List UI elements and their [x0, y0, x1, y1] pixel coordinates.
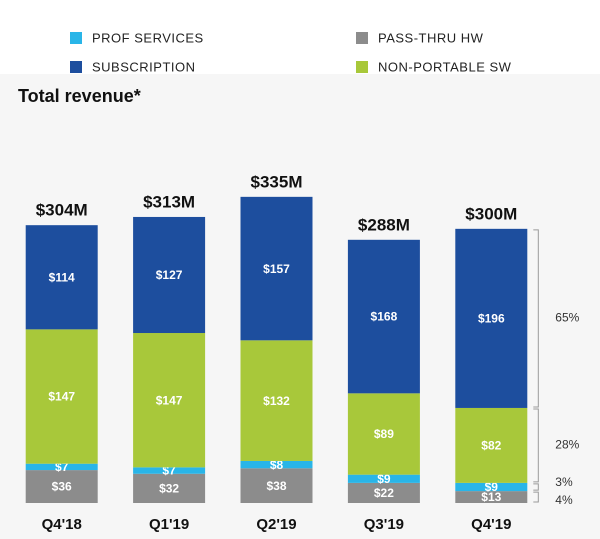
bar-segment: [240, 340, 313, 461]
value-label: $9: [377, 472, 391, 486]
bar-segment: [25, 470, 98, 503]
bar-segment: [347, 239, 420, 394]
legend-swatch: [356, 61, 368, 73]
value-label: $132: [263, 394, 290, 408]
value-label: $13: [481, 490, 501, 504]
legend-label: PASS-THRU HW: [378, 30, 484, 45]
legend-label: PROF SERVICES: [92, 30, 204, 45]
bar-segment: [347, 393, 420, 475]
bar-segment: [455, 228, 528, 408]
legend-swatch: [70, 32, 82, 44]
value-label: $157: [263, 262, 290, 276]
x-tick-label: Q2'19: [256, 516, 296, 533]
value-label: $168: [371, 310, 398, 324]
value-label: $82: [481, 439, 501, 453]
share-label: 4%: [555, 493, 573, 507]
bar-segment: [455, 491, 528, 503]
value-label: $38: [266, 479, 286, 493]
share-bracket: [533, 229, 539, 408]
bar-segment: [133, 216, 206, 334]
share-label: 3%: [555, 475, 573, 489]
share-label: 28%: [555, 438, 579, 452]
bar-segment: [240, 196, 313, 341]
value-label: $36: [52, 480, 72, 494]
total-label: $335M: [251, 172, 303, 191]
share-bracket: [533, 483, 539, 491]
bar-segment: [455, 482, 528, 492]
bar-segment: [240, 468, 313, 503]
bar-segment: [347, 482, 420, 503]
value-label: $196: [478, 312, 505, 326]
value-label: $89: [374, 427, 394, 441]
value-label: $114: [49, 270, 75, 284]
legend-swatch: [70, 61, 82, 73]
share-bracket: [533, 491, 539, 503]
total-label: $304M: [36, 201, 88, 220]
bar-segment: [347, 474, 420, 483]
share-bracket: [533, 408, 539, 483]
value-label: $8: [270, 458, 284, 472]
x-tick-label: Q4'19: [471, 516, 511, 533]
value-label: $127: [156, 268, 183, 282]
value-label: $147: [48, 390, 75, 404]
total-label: $313M: [143, 192, 195, 211]
bar-segment: [133, 333, 206, 468]
bar-segment: [240, 460, 313, 469]
total-label: $288M: [358, 215, 410, 234]
bar-segment: [455, 407, 528, 483]
bar-segment: [25, 463, 98, 471]
x-tick-label: Q1'19: [149, 516, 189, 533]
value-label: $147: [156, 393, 183, 407]
bar-segment: [25, 225, 98, 330]
value-label: $22: [374, 486, 394, 500]
chart-title: Total revenue*: [18, 86, 141, 106]
bar-segment: [25, 329, 98, 464]
share-label: 65%: [555, 311, 579, 325]
value-label: $32: [159, 482, 179, 496]
value-label: $9: [485, 480, 499, 494]
legend-swatch: [356, 32, 368, 44]
x-tick-label: Q3'19: [364, 516, 404, 533]
bar-segment: [133, 473, 206, 503]
legend-label: SUBSCRIPTION: [92, 59, 196, 74]
x-tick-label: Q4'18: [42, 516, 82, 533]
total-label: $300M: [465, 204, 517, 223]
bar-segment: [133, 467, 206, 474]
legend-label: NON-PORTABLE SW: [378, 59, 512, 74]
